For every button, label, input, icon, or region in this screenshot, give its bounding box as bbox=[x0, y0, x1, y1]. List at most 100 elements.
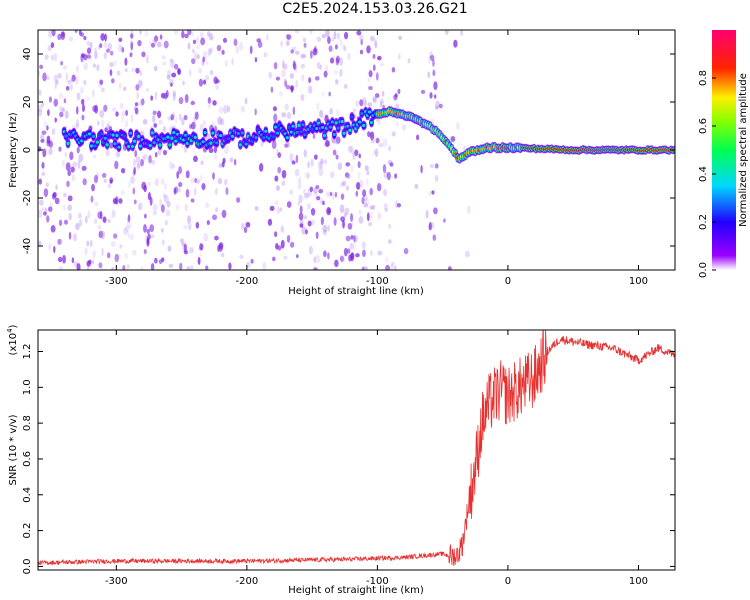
heatmap-noise-cell bbox=[289, 153, 294, 162]
heatmap-noise-cell bbox=[286, 234, 291, 243]
heatmap-noise-cell bbox=[129, 233, 135, 241]
heatmap-noise-cell bbox=[153, 123, 158, 128]
heatmap-noise-cell bbox=[184, 203, 188, 212]
heatmap-noise-cell bbox=[273, 62, 278, 70]
heatmap-noise-cell bbox=[208, 147, 214, 153]
heatmap-noise-cell bbox=[360, 39, 363, 46]
heatmap-noise-cell bbox=[363, 266, 368, 270]
heatmap-noise-cell bbox=[330, 171, 335, 179]
heatmap-noise-cell bbox=[215, 187, 218, 196]
heatmap-noise-cell bbox=[435, 175, 439, 182]
heatmap-noise-cell bbox=[397, 88, 401, 95]
heatmap-noise-cell bbox=[420, 89, 426, 94]
heatmap-noise-cell bbox=[53, 98, 59, 107]
colorbar-tick-label: 0.4 bbox=[698, 166, 709, 182]
heatmap-noise-cell bbox=[173, 30, 179, 35]
heatmap-noise-cell bbox=[135, 84, 140, 91]
heatmap-noise-cell bbox=[215, 83, 220, 91]
heatmap-noise-cell bbox=[194, 177, 197, 183]
heatmap-signal-core bbox=[158, 143, 162, 147]
snr-y-tick-label: 0.0 bbox=[22, 558, 33, 574]
heatmap-noise-cell bbox=[185, 188, 190, 198]
heatmap-noise-cell bbox=[432, 59, 435, 67]
heatmap-noise-cell bbox=[290, 49, 295, 54]
heatmap-noise-cell bbox=[109, 50, 114, 56]
heatmap-noise-cell bbox=[345, 162, 351, 167]
heatmap-noise-cell bbox=[202, 119, 207, 127]
heatmap-noise-cell bbox=[200, 160, 204, 166]
heatmap-noise-cell bbox=[153, 257, 158, 264]
heatmap-noise-cell bbox=[69, 36, 74, 42]
snr-x-label: Height of straight line (km) bbox=[288, 585, 424, 596]
heatmap-noise-cell bbox=[118, 82, 122, 90]
heatmap-noise-cell bbox=[91, 259, 95, 265]
heatmap-noise-cell bbox=[109, 142, 114, 149]
heatmap-noise-cell bbox=[201, 183, 206, 191]
heatmap-noise-cell bbox=[94, 47, 97, 54]
heatmap-noise-cell bbox=[391, 131, 396, 137]
heatmap-noise-cell bbox=[363, 202, 369, 208]
heatmap-noise-cell bbox=[359, 49, 364, 55]
heatmap-noise-cell bbox=[42, 148, 47, 158]
heatmap-noise-cell bbox=[305, 229, 308, 235]
heatmap-noise-cell bbox=[390, 263, 394, 270]
heatmap-noise-cell bbox=[172, 112, 176, 119]
heatmap-noise-cell bbox=[127, 221, 132, 229]
heatmap-noise-cell bbox=[207, 47, 211, 57]
heatmap-noise-cell bbox=[244, 97, 248, 105]
heatmap-noise-cell bbox=[315, 254, 321, 264]
heatmap-noise-cell bbox=[178, 96, 184, 105]
spectrogram-x-tick-label: 0 bbox=[505, 276, 511, 287]
heatmap-noise-cell bbox=[71, 257, 75, 264]
heatmap-noise-cell bbox=[41, 171, 46, 176]
heatmap-noise-cell bbox=[402, 124, 406, 131]
heatmap-noise-cell bbox=[150, 263, 155, 270]
heatmap-noise-cell bbox=[280, 239, 285, 249]
heatmap-noise-cell bbox=[85, 215, 88, 224]
heatmap-noise-cell bbox=[276, 206, 281, 215]
heatmap-noise-cell bbox=[162, 125, 166, 133]
heatmap-noise-cell bbox=[179, 238, 185, 243]
heatmap-noise-cell bbox=[164, 219, 168, 226]
colorbar-tick-label: 0.6 bbox=[698, 118, 709, 134]
heatmap-noise-cell bbox=[307, 220, 312, 227]
heatmap-noise-cell bbox=[431, 190, 435, 195]
heatmap-noise-cell bbox=[254, 108, 257, 116]
heatmap-noise-cell bbox=[63, 219, 69, 225]
snr-y-tick-label: 0.4 bbox=[22, 487, 33, 503]
heatmap-noise-cell bbox=[115, 160, 119, 170]
heatmap-signal-core bbox=[367, 110, 372, 114]
heatmap-noise-cell bbox=[136, 163, 142, 169]
heatmap-noise-cell bbox=[115, 111, 119, 117]
heatmap-signal-core bbox=[129, 131, 133, 135]
heatmap-noise-cell bbox=[130, 176, 135, 184]
heatmap-signal-core bbox=[123, 134, 127, 138]
heatmap-signal-core bbox=[168, 143, 172, 147]
heatmap-noise-cell bbox=[198, 78, 204, 87]
heatmap-noise-cell bbox=[428, 221, 433, 231]
heatmap-noise-cell bbox=[171, 164, 175, 169]
heatmap-noise-cell bbox=[192, 39, 197, 45]
heatmap-noise-cell bbox=[336, 32, 341, 40]
heatmap-noise-cell bbox=[85, 96, 90, 102]
snr-series-line bbox=[38, 330, 675, 566]
heatmap-noise-cell bbox=[334, 44, 338, 50]
heatmap-noise-cell bbox=[357, 161, 361, 169]
heatmap-signal-core bbox=[105, 143, 109, 147]
heatmap-noise-cell bbox=[93, 154, 96, 159]
heatmap-noise-cell bbox=[389, 162, 394, 167]
heatmap-noise-cell bbox=[139, 99, 144, 107]
heatmap-noise-cell bbox=[141, 51, 146, 58]
heatmap-signal-core bbox=[152, 141, 156, 145]
heatmap-noise-cell bbox=[319, 65, 323, 70]
heatmap-noise-cell bbox=[54, 80, 59, 85]
colorbar-gradient bbox=[712, 30, 736, 270]
heatmap-signal-core bbox=[295, 130, 299, 134]
heatmap-noise-cell bbox=[135, 156, 141, 164]
heatmap-noise-cell bbox=[132, 187, 136, 195]
spectrogram-y-tick-label: 20 bbox=[22, 96, 33, 109]
heatmap-noise-cell bbox=[133, 166, 136, 175]
heatmap-noise-cell bbox=[170, 114, 175, 121]
heatmap-noise-cell bbox=[39, 199, 44, 206]
heatmap-noise-cell bbox=[168, 263, 174, 269]
